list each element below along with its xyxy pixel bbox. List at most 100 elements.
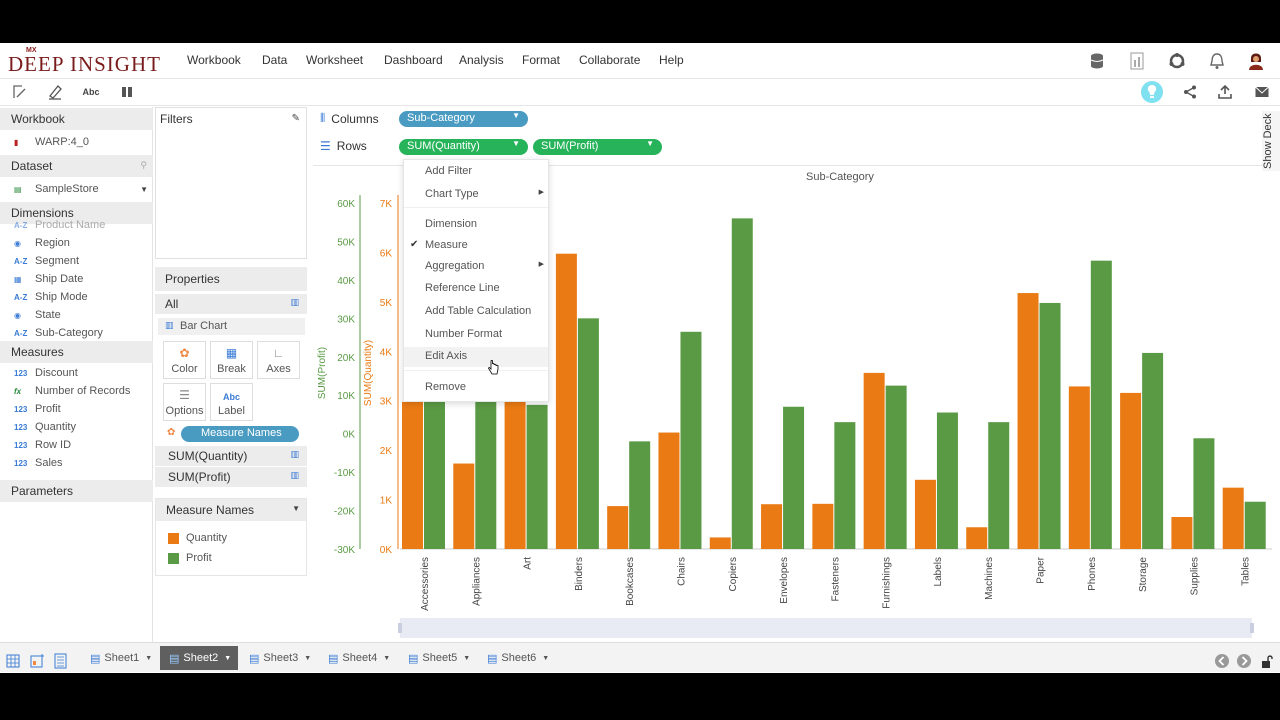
sheet-tab-5[interactable]: ▤ Sheet5 ▼	[402, 646, 474, 670]
geo-icon: ◉	[14, 238, 21, 248]
menu-analysis[interactable]: Analysis	[459, 53, 504, 67]
ctx-chart-type[interactable]: Chart Type ▶	[404, 185, 548, 205]
measure-item[interactable]: 123 Quantity	[14, 421, 76, 433]
format-icon[interactable]	[45, 83, 65, 101]
menu-dashboard[interactable]: Dashboard	[384, 53, 443, 67]
menu-collaborate[interactable]: Collaborate	[579, 53, 641, 67]
chevron-down-icon: ▼	[140, 184, 148, 194]
ctx-add-table-calculation[interactable]: Add Table Calculation	[404, 302, 548, 322]
lightbulb-icon[interactable]	[1140, 80, 1164, 104]
search-icon[interactable]: ⚲	[140, 160, 147, 170]
dataset-select[interactable]: ▤ SampleStore ▼	[14, 183, 148, 195]
color-button[interactable]: ✿ Color	[163, 341, 206, 379]
ctx-aggregation[interactable]: Aggregation ▶	[404, 257, 548, 277]
measure-names-label: Measure Names	[201, 427, 282, 439]
ctx-number-format[interactable]: Number Format	[404, 325, 548, 345]
chevron-down-icon[interactable]: ▼	[463, 654, 471, 662]
property-row-quantity[interactable]: SUM(Quantity) ▥	[155, 446, 307, 466]
scroll-right-icon[interactable]	[1236, 649, 1252, 673]
dimension-item[interactable]: ◉ State	[14, 309, 61, 321]
chevron-down-icon[interactable]: ▼	[383, 654, 391, 662]
dimension-item[interactable]: ▦ Ship Date	[14, 273, 83, 285]
select-icon[interactable]	[10, 83, 30, 101]
chart-type-select[interactable]: ▥ Bar Chart	[158, 318, 305, 335]
report-icon[interactable]	[1127, 51, 1147, 71]
pause-icon[interactable]	[117, 83, 137, 101]
workbook-item[interactable]: ▮ WARP:4_0	[14, 136, 89, 148]
sheet-tab-2[interactable]: ▤ Sheet2 ▼	[160, 646, 238, 670]
menu-format[interactable]: Format	[522, 53, 561, 67]
axes-button[interactable]: ∟ Axes	[257, 341, 300, 379]
new-sheet-icon[interactable]	[6, 649, 22, 673]
new-story-icon[interactable]	[53, 649, 69, 673]
chevron-down-icon[interactable]: ▼	[224, 654, 232, 662]
chevron-down-icon[interactable]: ▼	[304, 654, 312, 662]
menu-workbook[interactable]: Workbook	[187, 53, 241, 67]
menu-data[interactable]: Data	[262, 53, 288, 67]
sheet-tab-4[interactable]: ▤ Sheet4 ▼	[322, 646, 394, 670]
menu-help[interactable]: Help	[659, 53, 684, 67]
rows-pill-quantity[interactable]: SUM(Quantity) ▼	[399, 139, 528, 155]
sheet-tab-6[interactable]: ▤ Sheet6 ▼	[481, 646, 553, 670]
new-dashboard-icon[interactable]	[30, 649, 46, 673]
refresh-icon[interactable]	[1167, 51, 1187, 71]
filters-panel[interactable]: Filters ✎	[155, 107, 307, 259]
measure-item[interactable]: 123 Sales	[14, 457, 63, 469]
break-button[interactable]: ▦ Break	[210, 341, 253, 379]
user-avatar-icon[interactable]	[1246, 51, 1266, 71]
pin-icon[interactable]: ✎	[291, 113, 300, 124]
label-button[interactable]: Abc Label	[210, 383, 253, 421]
bell-icon[interactable]	[1207, 51, 1227, 71]
properties-all[interactable]: All ▥	[155, 294, 307, 314]
property-row-profit[interactable]: SUM(Profit) ▥	[155, 467, 307, 487]
scroll-left-icon[interactable]	[1214, 649, 1230, 673]
parameters-header[interactable]: Parameters	[0, 480, 153, 502]
ctx-add-filter[interactable]: Add Filter	[404, 162, 548, 182]
measures-header[interactable]: Measures	[0, 341, 153, 363]
chevron-down-icon[interactable]: ▼	[646, 139, 654, 148]
dimension-item[interactable]: A-Z Ship Mode	[14, 291, 88, 303]
mail-icon[interactable]	[1252, 83, 1272, 101]
ctx-edit-axis[interactable]: Edit Axis	[404, 347, 548, 367]
logo-name: DEEP INSIGHT	[8, 52, 161, 76]
ctx-dimension[interactable]: Dimension	[404, 215, 548, 235]
share-icon[interactable]	[1180, 83, 1200, 101]
sheet-tab-label: Sheet4	[342, 652, 378, 664]
dimensions-header[interactable]: Dimensions	[0, 202, 153, 224]
columns-pill-sub-category[interactable]: Sub-Category ▼	[399, 111, 528, 127]
number-icon: 123	[14, 458, 28, 468]
ctx-remove[interactable]: Remove	[404, 378, 548, 398]
workbook-header[interactable]: Workbook	[0, 108, 153, 130]
text-icon[interactable]: Abc	[82, 87, 100, 97]
unlock-icon[interactable]	[1260, 650, 1274, 673]
legend-header[interactable]: Measure Names ▼	[156, 499, 306, 521]
measure-item[interactable]: 123 Profit	[14, 403, 61, 415]
sheet-tab-1[interactable]: ▤ Sheet1 ▼	[82, 646, 154, 670]
ctx-measure[interactable]: ✔ Measure	[404, 236, 548, 256]
show-deck-tab[interactable]: Show Deck	[1262, 111, 1280, 171]
options-button[interactable]: ☰ Options	[163, 383, 206, 421]
dataset-header[interactable]: Dataset ⚲	[0, 155, 153, 177]
app-logo[interactable]: MX DEEP INSIGHT	[8, 47, 168, 76]
dimension-item[interactable]: A-Z Segment	[14, 255, 79, 267]
dimension-item[interactable]: A-Z Sub-Category	[14, 327, 103, 339]
ctx-reference-line[interactable]: Reference Line	[404, 279, 548, 299]
menu-worksheet[interactable]: Worksheet	[306, 53, 364, 67]
measure-names-legend: Measure Names ▼ Quantity Profit	[155, 498, 307, 576]
sheet-tab-3[interactable]: ▤ Sheet3 ▼	[243, 646, 315, 670]
measure-item[interactable]: 123 Row ID	[14, 439, 71, 451]
chevron-down-icon[interactable]: ▼	[512, 139, 520, 148]
chevron-down-icon[interactable]: ▼	[512, 111, 520, 120]
chevron-down-icon[interactable]: ▼	[145, 654, 153, 662]
upload-icon[interactable]	[1215, 83, 1235, 101]
database-icon[interactable]	[1087, 51, 1107, 71]
measure-names-pill[interactable]: ✿ Measure Names	[167, 426, 299, 442]
dimension-label: Ship Mode	[35, 291, 88, 303]
chevron-down-icon[interactable]: ▼	[292, 504, 300, 513]
dimension-item[interactable]: A-Z Product Name	[14, 219, 105, 231]
dimension-item[interactable]: ◉ Region	[14, 237, 70, 249]
measure-item[interactable]: 123 Discount	[14, 367, 78, 379]
rows-pill-profit[interactable]: SUM(Profit) ▼	[533, 139, 662, 155]
chevron-down-icon[interactable]: ▼	[542, 654, 550, 662]
measure-item[interactable]: fx Number of Records	[14, 385, 130, 397]
